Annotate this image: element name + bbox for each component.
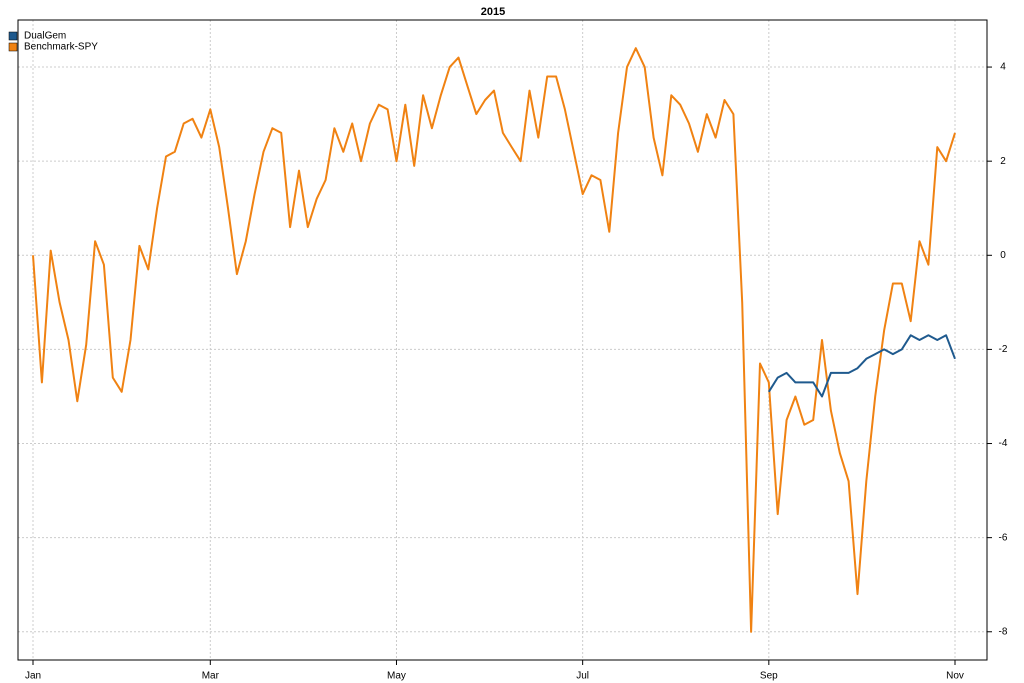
- series-line: [767, 334, 956, 398]
- legend-swatch: [8, 31, 18, 41]
- y-tick-label: 4: [1000, 62, 1006, 73]
- y-tick-label: -4: [999, 438, 1008, 449]
- x-tick-label: Sep: [760, 671, 778, 682]
- y-tick-label: 2: [1000, 156, 1006, 167]
- y-tick-label: -2: [999, 344, 1008, 355]
- legend-swatch: [8, 42, 18, 52]
- x-tick-label: Jan: [25, 671, 41, 682]
- y-tick-label: 0: [1000, 250, 1006, 261]
- x-tick-label: Mar: [202, 671, 220, 682]
- x-tick-label: Nov: [946, 671, 964, 682]
- y-tick-label: -6: [999, 532, 1008, 543]
- series-line: [32, 47, 956, 633]
- x-tick-label: May: [387, 671, 406, 682]
- legend-label: DualGem: [24, 31, 66, 42]
- y-tick-label: -8: [999, 626, 1008, 637]
- chart-title: 2015: [481, 6, 505, 18]
- legend-label: Benchmark-SPY: [24, 42, 98, 53]
- plot-frame: [17, 19, 988, 661]
- x-tick-label: Jul: [576, 671, 589, 682]
